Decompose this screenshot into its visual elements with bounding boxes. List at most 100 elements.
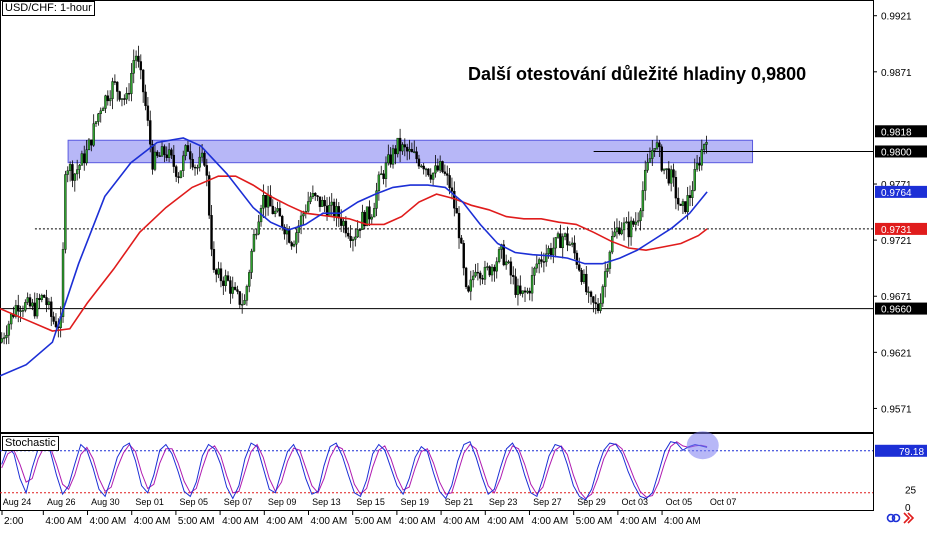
candle-body [163, 146, 166, 155]
candle-body [356, 229, 359, 238]
candle-body [210, 215, 213, 250]
candle-body [219, 268, 223, 282]
candle-body [361, 211, 364, 230]
candle-body [474, 271, 477, 277]
candle-body [516, 285, 520, 295]
candle-body [441, 161, 444, 173]
date-label-14: Oct 03 [621, 497, 648, 507]
candle-body [655, 142, 659, 149]
candle-body [677, 197, 680, 205]
candle-body [14, 305, 18, 317]
candle-body [646, 162, 649, 171]
candle-body [189, 151, 192, 160]
candle-body [634, 221, 638, 225]
candle-body [448, 175, 451, 188]
candle-body [233, 286, 237, 290]
candle-body [47, 301, 51, 306]
candle-body [130, 73, 133, 94]
candle-body [19, 310, 22, 312]
candle-body [146, 105, 150, 121]
candle-body [61, 249, 65, 317]
candle-body [512, 274, 515, 277]
candle-body [528, 290, 531, 294]
candle-body [262, 195, 265, 209]
candle-body [427, 168, 430, 176]
candle-body [561, 236, 564, 249]
candle-body [497, 249, 501, 262]
candle-body [486, 266, 489, 268]
footer-icons [886, 510, 916, 529]
candle-body [691, 190, 694, 198]
candle-body [521, 290, 524, 294]
date-label-6: Sep 09 [268, 497, 297, 507]
candle-body [314, 193, 317, 196]
candle-body [693, 169, 696, 191]
ma-slow-line [0, 175, 708, 332]
candle-body [702, 144, 706, 150]
link-icon[interactable] [886, 513, 901, 523]
candle-body [123, 98, 126, 100]
candle-body [170, 149, 173, 156]
candle-body [83, 153, 86, 164]
candle-body [684, 201, 687, 213]
candle-body [5, 335, 8, 338]
candle-body [420, 165, 423, 168]
candle-body [172, 154, 176, 167]
candle-body [339, 218, 343, 226]
candle-body [660, 146, 663, 171]
candle-body [321, 200, 324, 207]
candle-body [446, 173, 449, 176]
candle-body [408, 149, 411, 152]
candle-body [651, 150, 654, 159]
time-label-3: 4:00 AM [134, 516, 171, 527]
candle-body [384, 162, 388, 179]
candle-body [391, 148, 395, 165]
candle-body [278, 208, 282, 217]
candle-body [38, 298, 41, 300]
candle-body [382, 173, 385, 179]
candle-body [681, 201, 685, 206]
chart-frame [0, 0, 874, 511]
candle-body [127, 92, 131, 95]
arrow-right-icon[interactable] [903, 512, 915, 524]
candle-body [552, 247, 555, 256]
candle-body [695, 163, 699, 170]
candle-body [120, 98, 124, 100]
candle-body [311, 193, 315, 198]
candle-body [658, 142, 661, 148]
date-label-16: Oct 07 [710, 497, 737, 507]
ma-fast-line [0, 137, 708, 377]
candle-body [615, 227, 619, 233]
candle-body [104, 95, 107, 109]
price-tick-label-3: 0.9721 [881, 236, 912, 247]
candle-body [460, 237, 463, 244]
candle-body [85, 149, 88, 164]
candle-body [483, 266, 487, 280]
candle-body [71, 164, 74, 181]
date-label-2: Aug 30 [91, 497, 120, 507]
candle-body [273, 210, 277, 215]
price-label-3: 0.9731 [881, 225, 912, 236]
candle-body [349, 235, 352, 241]
candle-body [547, 248, 550, 255]
candle-body [196, 167, 199, 169]
candle-body [2, 337, 6, 339]
candle-body [7, 323, 11, 336]
time-label-12: 4:00 AM [531, 516, 568, 527]
date-label-8: Sep 15 [356, 497, 385, 507]
candle-body [306, 201, 310, 212]
candle-body [495, 261, 498, 272]
candle-body [54, 321, 58, 328]
candle-body [186, 145, 190, 152]
candle-body [332, 201, 336, 217]
candle-body [530, 275, 534, 294]
price-tick-label-0: 0.9921 [881, 12, 912, 23]
stoch-highlight-circle [686, 431, 719, 460]
candle-body [599, 302, 602, 312]
candle-body [252, 234, 256, 252]
candle-body [73, 173, 77, 181]
date-label-7: Sep 13 [312, 497, 341, 507]
candle-body [533, 267, 536, 276]
candle-body [639, 210, 642, 221]
